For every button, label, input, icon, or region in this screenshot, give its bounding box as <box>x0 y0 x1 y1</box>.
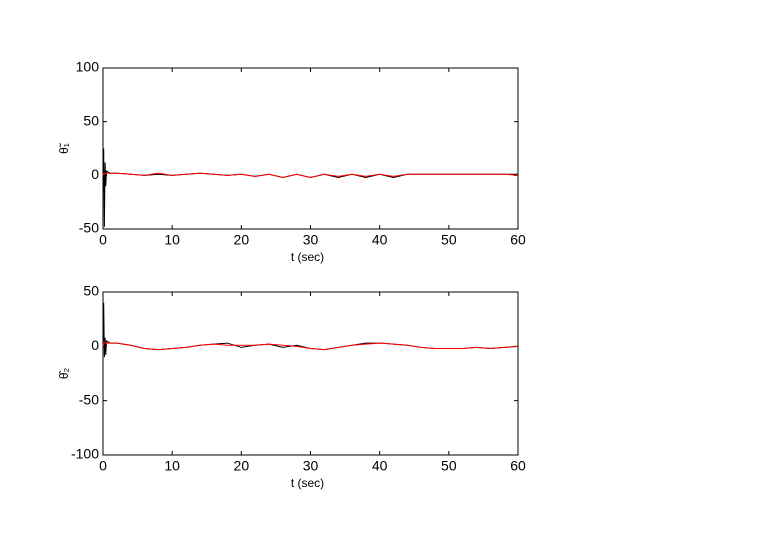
x-tick-label: 30 <box>303 458 319 474</box>
x-tick-label: 60 <box>510 232 526 248</box>
x-tick-label: 60 <box>510 458 526 474</box>
y-axis-label: θ̂₂ <box>57 367 71 379</box>
x-tick-label: 20 <box>234 232 250 248</box>
y-tick-label: 100 <box>76 59 100 75</box>
y-tick-label: 50 <box>83 283 99 299</box>
x-tick-label: 10 <box>164 458 180 474</box>
plot-area <box>102 67 519 230</box>
x-axis-label: t (sec) <box>291 250 324 264</box>
x-tick-label: 50 <box>441 232 457 248</box>
y-tick-label: 50 <box>83 112 99 128</box>
y-tick-label: -50 <box>79 220 99 236</box>
data-line <box>102 341 519 351</box>
plot-area <box>102 291 519 456</box>
x-tick-label: 40 <box>372 458 388 474</box>
x-axis-label: t (sec) <box>291 476 324 490</box>
x-tick-label: 0 <box>99 458 107 474</box>
y-tick-label: 0 <box>91 337 99 353</box>
x-tick-label: 50 <box>441 458 457 474</box>
x-tick-label: 20 <box>234 458 250 474</box>
y-tick-label: -50 <box>79 391 99 407</box>
y-tick-label: 0 <box>91 166 99 182</box>
x-tick-label: 0 <box>99 232 107 248</box>
x-tick-label: 30 <box>303 232 319 248</box>
x-tick-label: 40 <box>372 232 388 248</box>
x-tick-label: 10 <box>164 232 180 248</box>
y-axis-label: θ̃₁ <box>57 142 71 154</box>
y-tick-label: -100 <box>71 446 99 462</box>
data-line <box>102 172 519 178</box>
